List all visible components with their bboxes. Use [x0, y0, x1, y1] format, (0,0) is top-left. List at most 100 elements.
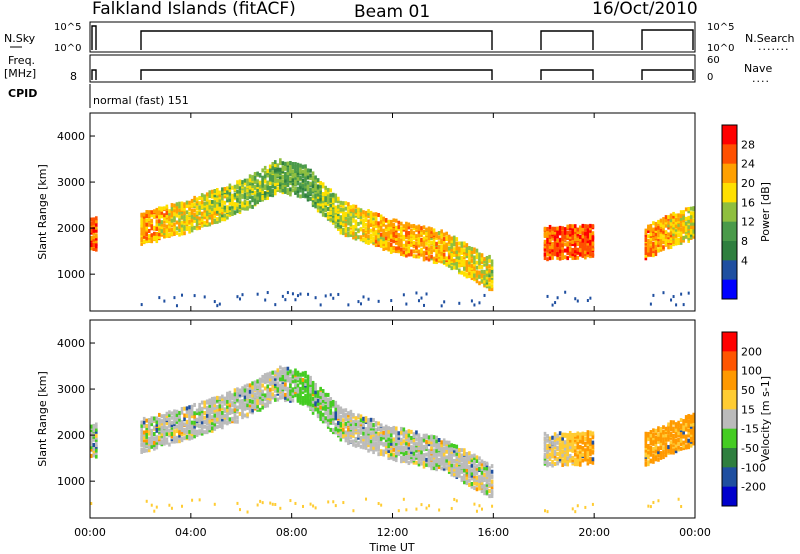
heatmap-cell: [382, 228, 385, 233]
heatmap-cell: [291, 173, 295, 178]
heatmap-cell: [392, 218, 396, 223]
heatmap-cell: [205, 408, 209, 413]
heatmap-cell: [236, 183, 239, 188]
heatmap-cell: [195, 210, 199, 215]
heatmap-cell: [644, 238, 648, 243]
heatmap-cell: [271, 170, 275, 175]
heatmap-cell: [483, 474, 486, 479]
heatmap-cell: [158, 224, 161, 229]
heatmap-cell: [216, 206, 219, 211]
heatmap-cell: [178, 414, 181, 419]
heatmap-cell: [568, 224, 572, 229]
heatmap-cell: [400, 447, 403, 452]
heatmap-cell: [374, 215, 378, 220]
heatmap-cell: [584, 234, 587, 239]
heatmap-cell: [397, 509, 400, 513]
heatmap-cell: [213, 218, 217, 223]
heatmap-cell: [90, 246, 93, 251]
heatmap-cell: [271, 395, 275, 400]
heatmap-cell: [266, 375, 270, 380]
heatmap-cell: [367, 423, 370, 428]
heatmap-cell: [354, 223, 358, 228]
colorbar-swatch: [722, 163, 737, 184]
heatmap-cell: [669, 423, 673, 428]
heatmap-cell: [389, 426, 393, 431]
heatmap-cell: [382, 237, 385, 242]
heatmap-cell: [173, 224, 176, 229]
heatmap-cell: [311, 387, 315, 392]
heatmap-cell: [679, 431, 683, 436]
heatmap-cell: [271, 193, 275, 198]
heatmap-cell: [450, 506, 453, 510]
heatmap-cell: [397, 237, 401, 242]
heatmap-cell: [158, 214, 161, 219]
heatmap-cell: [304, 164, 307, 169]
heatmap-cell: [258, 398, 262, 403]
heatmap-cell: [561, 245, 564, 250]
heatmap-cell: [584, 249, 587, 254]
heatmap-cell: [178, 433, 181, 438]
heatmap-cell: [150, 239, 154, 244]
heatmap-cell: [274, 303, 277, 307]
heatmap-cell: [180, 430, 184, 435]
heatmap-cell: [442, 255, 446, 260]
heatmap-cell: [243, 192, 247, 197]
heatmap-cell: [576, 237, 580, 242]
heatmap-cell: [342, 418, 345, 423]
heatmap-cell: [465, 455, 469, 460]
heatmap-cell: [692, 229, 695, 234]
heatmap-cell: [689, 225, 693, 230]
heatmap-cell: [405, 302, 408, 306]
heatmap-cell: [384, 444, 388, 449]
heatmap-cell: [440, 238, 443, 243]
heatmap-cell: [470, 484, 474, 489]
heatmap-cell: [286, 378, 290, 383]
heatmap-cell: [677, 420, 680, 425]
heatmap-cell: [213, 502, 216, 506]
heatmap-cell: [664, 237, 668, 242]
heatmap-cell: [584, 224, 587, 229]
heatmap-cell: [463, 464, 466, 469]
heatmap-cell: [405, 232, 408, 237]
heatmap-cell: [405, 226, 408, 231]
heatmap-cell: [218, 209, 222, 214]
heatmap-cell: [657, 230, 660, 235]
heatmap-cell: [170, 439, 174, 444]
heatmap-cell: [160, 206, 164, 211]
heatmap-cell: [216, 188, 219, 193]
heatmap-cell: [488, 268, 491, 273]
heatmap-cell: [551, 303, 554, 307]
heatmap-cell: [589, 447, 592, 452]
heatmap-cell: [90, 434, 93, 439]
heatmap-cell: [203, 400, 206, 405]
heatmap-cell: [415, 430, 418, 435]
heatmap-cell: [256, 388, 259, 393]
heatmap-cell: [142, 443, 146, 448]
heatmap-cell: [687, 233, 690, 238]
colorbar-swatch: [722, 428, 737, 449]
heatmap-cell: [543, 439, 547, 444]
colorbar-swatch: [722, 221, 737, 242]
heatmap-cell: [543, 445, 547, 450]
heatmap-cell: [430, 445, 433, 450]
heatmap-cell: [480, 461, 484, 466]
heatmap-cell: [677, 438, 680, 443]
heatmap-cell: [687, 219, 690, 224]
heatmap-cell: [158, 211, 161, 216]
heatmap-cell: [581, 234, 585, 239]
heatmap-cell: [647, 251, 650, 256]
heatmap-cell: [349, 435, 353, 440]
heatmap-cell: [190, 420, 194, 425]
heatmap-cell: [263, 375, 267, 380]
heatmap-cell: [460, 467, 464, 472]
heatmap-cell: [241, 409, 244, 414]
heatmap-cell: [284, 398, 287, 403]
heatmap-cell: [364, 434, 368, 439]
heatmap-cell: [442, 446, 446, 451]
heatmap-cell: [258, 395, 262, 400]
heatmap-cell: [400, 238, 403, 243]
heatmap-cell: [294, 181, 297, 186]
heatmap-cell: [442, 441, 446, 446]
heatmap-cell: [649, 226, 653, 231]
